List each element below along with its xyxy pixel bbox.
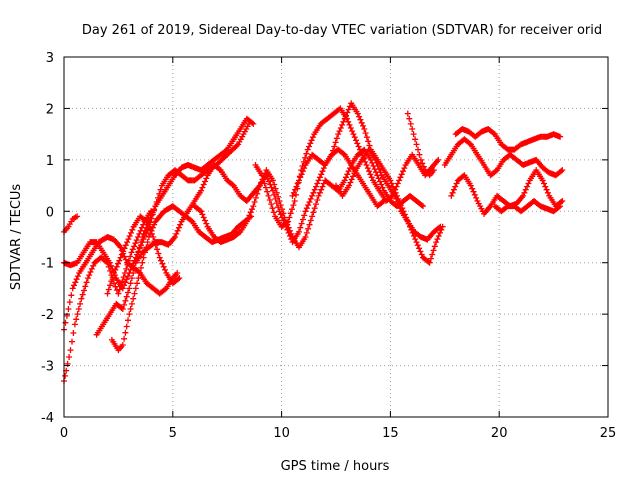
x-axis-label: GPS time / hours [281,459,390,474]
series-sat-o [441,136,566,179]
series-sat-g [104,213,183,297]
y-tick-label: 3 [46,51,54,66]
series-sat-q [491,198,564,215]
series-sat-n [452,126,564,153]
data-series [61,100,566,384]
x-tick-label: 0 [60,426,68,441]
y-tick-label: -1 [41,257,54,272]
series-sat-m [404,110,437,179]
x-tick-label: 5 [169,426,177,441]
chart-title: Day 261 of 2019, Sidereal Day-to-day VTE… [82,23,602,38]
x-tick-label: 25 [600,426,617,441]
y-tick-label: 1 [46,154,54,169]
y-tick-label: 2 [46,102,54,117]
series-sat-l [333,146,444,243]
y-tick-label: 0 [46,205,54,220]
x-tick-label: 15 [382,426,399,441]
y-tick-label: -3 [41,360,54,375]
plot-frame [63,56,609,418]
grid-lines [64,57,608,417]
y-axis-label: SDTVAR / TECUs [9,184,24,291]
series-sat-f [108,203,255,354]
series-sat-j [252,105,442,230]
y-tick-label: -2 [41,308,54,323]
y-tick-label: -4 [41,411,54,426]
series-sat-k [289,100,446,266]
x-tick-label: 10 [273,426,290,441]
x-tick-label: 20 [491,426,508,441]
axis-ticks: 0 5 10 15 20 25 -4 -3 -2 -1 0 1 2 3 [41,51,616,441]
